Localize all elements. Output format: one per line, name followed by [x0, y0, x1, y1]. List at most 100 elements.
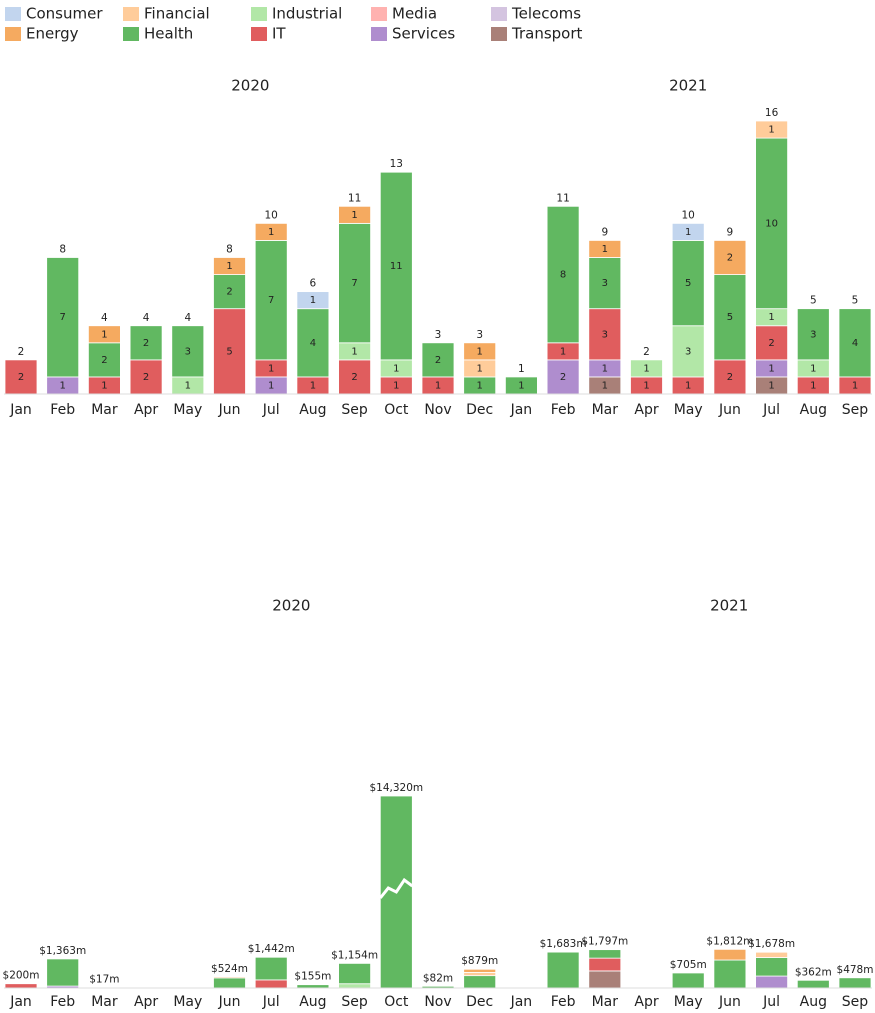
segment-label: 1 — [393, 363, 399, 374]
bar-segment — [254, 979, 288, 989]
segment-label: 1 — [768, 363, 774, 374]
legend-swatch — [371, 7, 387, 21]
legend-swatch — [123, 27, 139, 41]
bar-segment — [755, 951, 788, 958]
segment-label: 2 — [226, 287, 232, 298]
legend-label: Industrial — [272, 5, 342, 23]
bar-segment — [338, 983, 372, 989]
legend-label: Financial — [144, 5, 210, 23]
legend-swatch — [123, 7, 139, 21]
x-tick-label: Jan — [510, 994, 533, 1010]
bar-segment — [713, 240, 747, 275]
segment-label: 2 — [560, 372, 566, 383]
total-label: 2 — [18, 346, 25, 358]
panel-title: 2021 — [669, 77, 707, 95]
segment-label: 1 — [477, 363, 483, 374]
segment-label: 5 — [685, 278, 691, 289]
x-tick-label: May — [674, 994, 703, 1010]
segment-label: 1 — [602, 380, 608, 391]
x-tick-label: Apr — [634, 994, 658, 1010]
bar-segment — [796, 979, 830, 989]
x-tick-label: Jun — [218, 994, 241, 1010]
bar-segment — [463, 975, 497, 989]
total-label: 4 — [143, 312, 150, 324]
total-label: $1,797m — [581, 936, 628, 948]
segment-label: 1 — [768, 125, 774, 136]
x-tick-label: Jun — [718, 994, 741, 1010]
segment-label: 1 — [185, 380, 191, 391]
x-tick-label: May — [173, 402, 202, 418]
x-tick-label: Oct — [384, 994, 409, 1010]
x-tick-label: Jan — [9, 994, 32, 1010]
x-tick-label: Mar — [91, 994, 118, 1010]
total-label: 1 — [518, 363, 525, 375]
segment-label: 10 — [765, 218, 778, 229]
segment-label: 3 — [185, 346, 191, 357]
segment-label: 1 — [477, 346, 483, 357]
total-label: $705m — [670, 959, 707, 971]
total-label: 8 — [59, 244, 66, 256]
legend-swatch — [5, 7, 21, 21]
x-tick-label: Nov — [424, 994, 451, 1010]
bar-segment — [671, 222, 705, 241]
bar-segment — [588, 957, 622, 972]
segment-label: 1 — [560, 346, 566, 357]
x-tick-label: Jun — [218, 402, 241, 418]
x-tick-label: Jul — [762, 994, 780, 1010]
bar-segment — [755, 120, 788, 139]
segment-label: 1 — [101, 380, 107, 391]
bar-segment — [755, 137, 788, 310]
x-tick-label: Sep — [842, 994, 869, 1010]
panel-title: 2020 — [272, 597, 310, 615]
segment-label: 3 — [602, 329, 608, 340]
x-tick-label: Apr — [134, 402, 158, 418]
total-label: $1,442m — [248, 943, 295, 955]
bar-segment — [588, 970, 622, 989]
segment-label: 1 — [268, 380, 274, 391]
total-label: 10 — [682, 209, 695, 221]
bar-segment — [213, 976, 246, 979]
segment-label: 1 — [60, 380, 66, 391]
segment-label: 1 — [351, 346, 357, 357]
segment-label: 1 — [602, 363, 608, 374]
bar-segment — [129, 325, 163, 361]
x-tick-label: Jul — [262, 994, 280, 1010]
bar-segment — [671, 972, 705, 989]
x-tick-label: Jan — [9, 402, 32, 418]
bar-segment — [379, 171, 413, 361]
x-tick-label: Feb — [551, 402, 576, 418]
bar-segment — [338, 222, 372, 344]
x-tick-label: Jul — [262, 402, 280, 418]
bar-segment — [463, 968, 497, 973]
segment-label: 5 — [226, 346, 232, 357]
bar-segment — [671, 240, 705, 327]
x-tick-label: Dec — [466, 994, 493, 1010]
bar-segment — [338, 359, 372, 395]
x-tick-label: Feb — [50, 994, 75, 1010]
x-tick-label: Dec — [466, 402, 493, 418]
segment-label: 1 — [310, 295, 316, 306]
bar-segment — [713, 359, 747, 395]
bar-segment — [338, 962, 372, 985]
x-tick-label: May — [173, 994, 202, 1010]
total-label: 2 — [643, 346, 650, 358]
segment-label: 7 — [351, 278, 357, 289]
segment-label: 2 — [143, 338, 149, 349]
total-label: 4 — [101, 312, 108, 324]
total-label: 13 — [390, 158, 403, 170]
segment-label: 1 — [226, 261, 232, 272]
bar-segment — [421, 342, 455, 378]
total-label: $155m — [294, 971, 331, 983]
total-label: 3 — [435, 329, 442, 341]
total-label: $478m — [837, 964, 874, 976]
bar-segment — [254, 222, 288, 241]
x-tick-label: Apr — [634, 402, 658, 418]
x-tick-label: Mar — [592, 402, 619, 418]
segment-label: 1 — [310, 380, 316, 391]
legend-label: IT — [272, 25, 286, 43]
bar-segment — [254, 956, 288, 981]
segment-label: 2 — [351, 372, 357, 383]
segment-label: 5 — [727, 312, 733, 323]
x-tick-label: Nov — [424, 402, 451, 418]
